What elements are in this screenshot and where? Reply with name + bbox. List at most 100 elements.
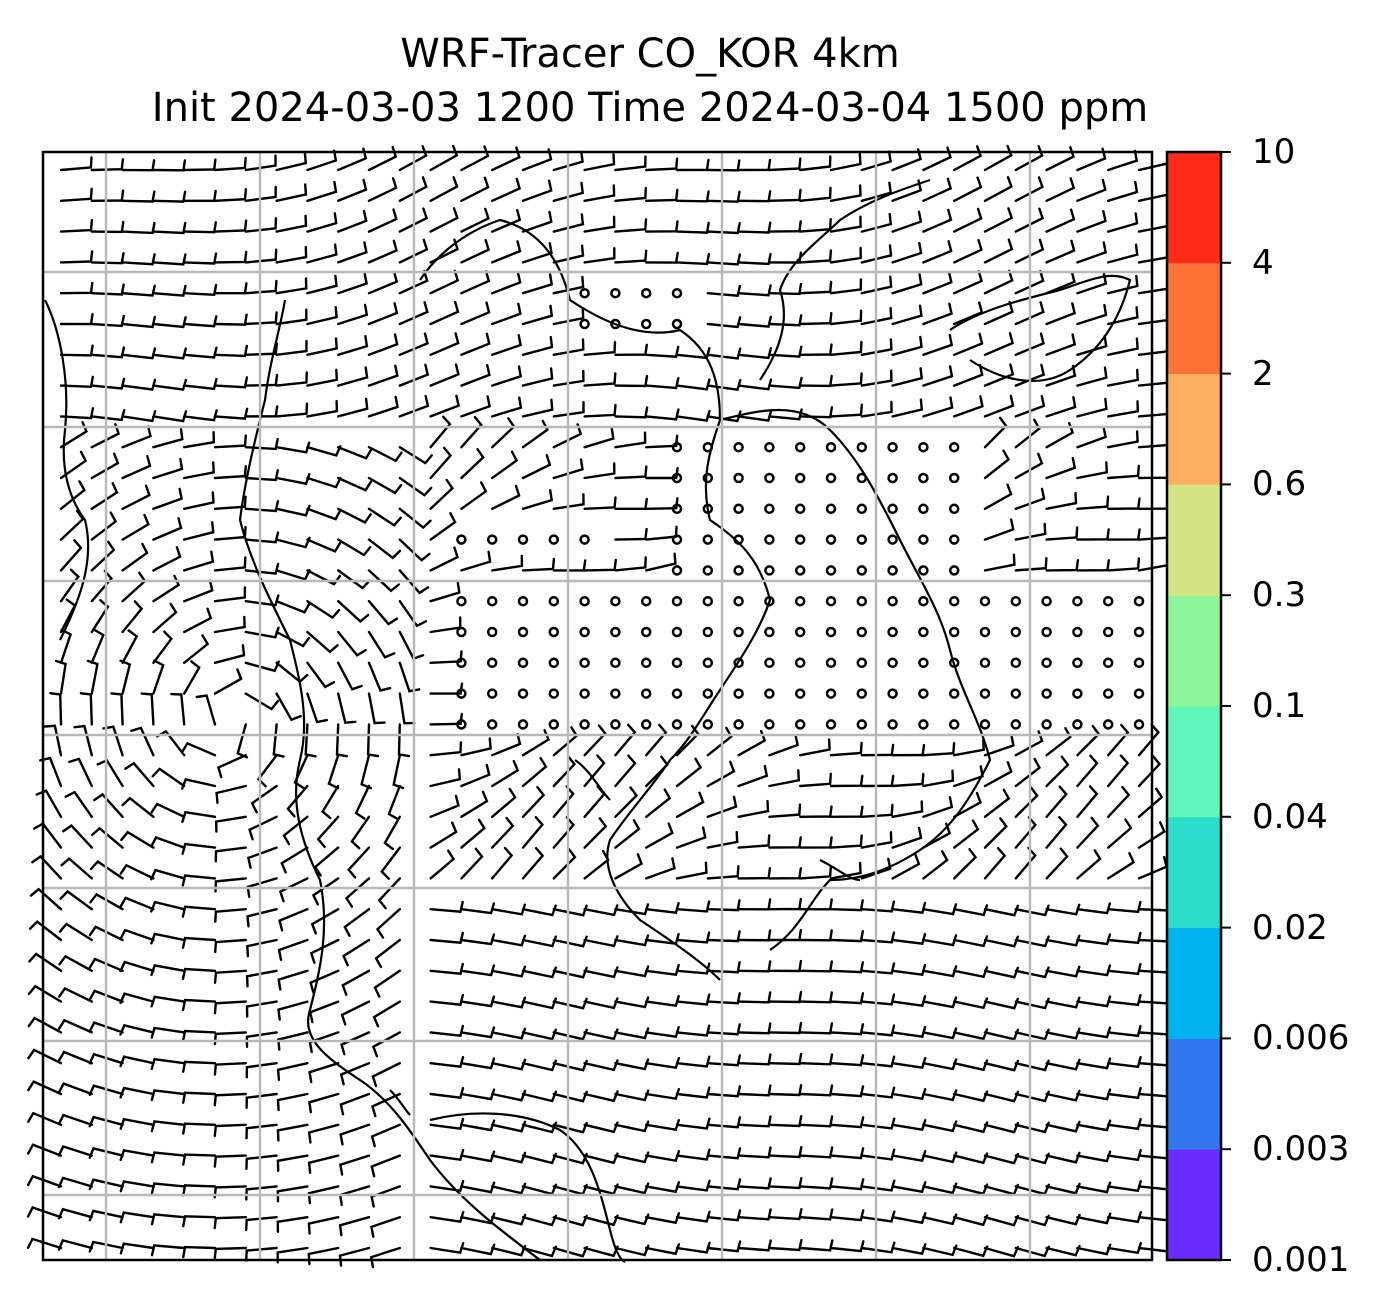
wind-barb (675, 861, 708, 880)
wind-barb (1107, 993, 1142, 1007)
colorbar-tick-label: 10 (1252, 132, 1296, 172)
wind-barb (1014, 1183, 1050, 1196)
wind-barb (88, 1052, 124, 1065)
wind-barb (367, 395, 399, 418)
wind-barb (983, 1152, 1020, 1165)
wind-barb (429, 821, 458, 849)
wind-barb (429, 741, 463, 757)
wind-barb (337, 507, 372, 525)
wind-barb (675, 962, 711, 975)
wind-barb (429, 415, 452, 449)
calm-wind-circle (948, 441, 960, 453)
wind-barb (308, 1092, 340, 1114)
wind-barb (182, 1184, 217, 1197)
wind-barb (460, 176, 490, 202)
wind-barb (27, 1111, 63, 1126)
wind-barb (59, 187, 93, 202)
wind-barb (521, 757, 548, 788)
wind-barb (799, 1084, 834, 1097)
wind-barb (922, 796, 954, 818)
wind-barb (1137, 308, 1170, 326)
wind-barb (491, 965, 527, 978)
wind-barb (953, 270, 984, 295)
wind-barb (367, 239, 398, 264)
wind-barb (367, 270, 399, 295)
wind-barb (583, 1121, 619, 1134)
wind-barb (340, 1000, 371, 1026)
wind-barb (213, 250, 248, 264)
wind-barb (922, 396, 954, 418)
colorbar-segment (1167, 484, 1221, 596)
calm-wind-circle (456, 719, 467, 730)
wind-barb (1076, 528, 1110, 541)
wind-barb (860, 803, 894, 818)
wind-barb (121, 253, 156, 266)
wind-barb (521, 997, 557, 1010)
calm-wind-circle (486, 534, 498, 545)
wind-barb (706, 284, 742, 297)
wind-barb (121, 221, 156, 235)
calm-wind-circle (640, 688, 652, 699)
wind-barb (90, 189, 125, 202)
wind-barb (460, 1150, 496, 1163)
wind-barb (150, 1057, 186, 1071)
wind-barb (88, 925, 124, 942)
wind-barb (922, 302, 953, 326)
wind-barb (181, 905, 217, 918)
calm-wind-circle (887, 657, 898, 669)
wind-barb (675, 158, 710, 172)
wind-barb (1045, 456, 1077, 480)
wind-barb (552, 755, 576, 788)
wind-barb (367, 661, 392, 692)
wind-barb (491, 846, 514, 880)
wind-barb (552, 150, 584, 172)
calm-wind-circle (1010, 719, 1022, 730)
calm-wind-circle (948, 503, 960, 515)
wind-barb (367, 333, 399, 356)
wind-barb (216, 754, 247, 779)
wind-barb (799, 1208, 834, 1221)
calm-wind-circle (486, 595, 498, 607)
wind-barb (983, 847, 1007, 880)
wind-barb (1107, 931, 1142, 945)
wind-barb (521, 489, 554, 510)
wind-barb (371, 1092, 401, 1118)
wind-barb (953, 1152, 989, 1165)
wind-barb (93, 792, 124, 818)
wind-barb (860, 1055, 896, 1068)
wind-barb (706, 830, 739, 849)
wind-barb (829, 372, 863, 387)
wind-barb (398, 394, 430, 418)
wind-barb (367, 507, 402, 527)
calm-wind-circle (671, 595, 683, 607)
wind-barb (614, 374, 649, 388)
wind-barb (891, 800, 924, 818)
wind-barb (860, 1179, 896, 1192)
calm-wind-circle (610, 626, 621, 638)
wind-barb (213, 1246, 247, 1260)
calm-wind-circle (733, 719, 744, 730)
wind-barb (181, 967, 217, 980)
wind-barb (59, 281, 94, 295)
wind-barb (152, 574, 181, 603)
calm-wind-circle (671, 657, 683, 669)
calm-wind-circle (1041, 688, 1052, 699)
wind-barb (29, 887, 63, 911)
wind-barb (43, 724, 63, 757)
wind-barb (983, 363, 1015, 387)
wind-barb (583, 935, 619, 948)
wind-barb (922, 1058, 958, 1071)
wind-barb (1014, 207, 1045, 233)
wind-barb (276, 1154, 309, 1172)
calm-wind-circle (887, 503, 898, 515)
wind-barb (891, 335, 923, 356)
wind-barb (306, 306, 338, 326)
wind-barb (983, 483, 1013, 510)
wind-barb (645, 1088, 680, 1101)
calm-wind-circle (794, 688, 806, 699)
wind-barb (213, 465, 247, 480)
wind-barb (1137, 755, 1162, 788)
wind-barb (860, 993, 896, 1006)
calm-wind-circle (856, 472, 868, 484)
wind-barb (799, 1053, 834, 1066)
